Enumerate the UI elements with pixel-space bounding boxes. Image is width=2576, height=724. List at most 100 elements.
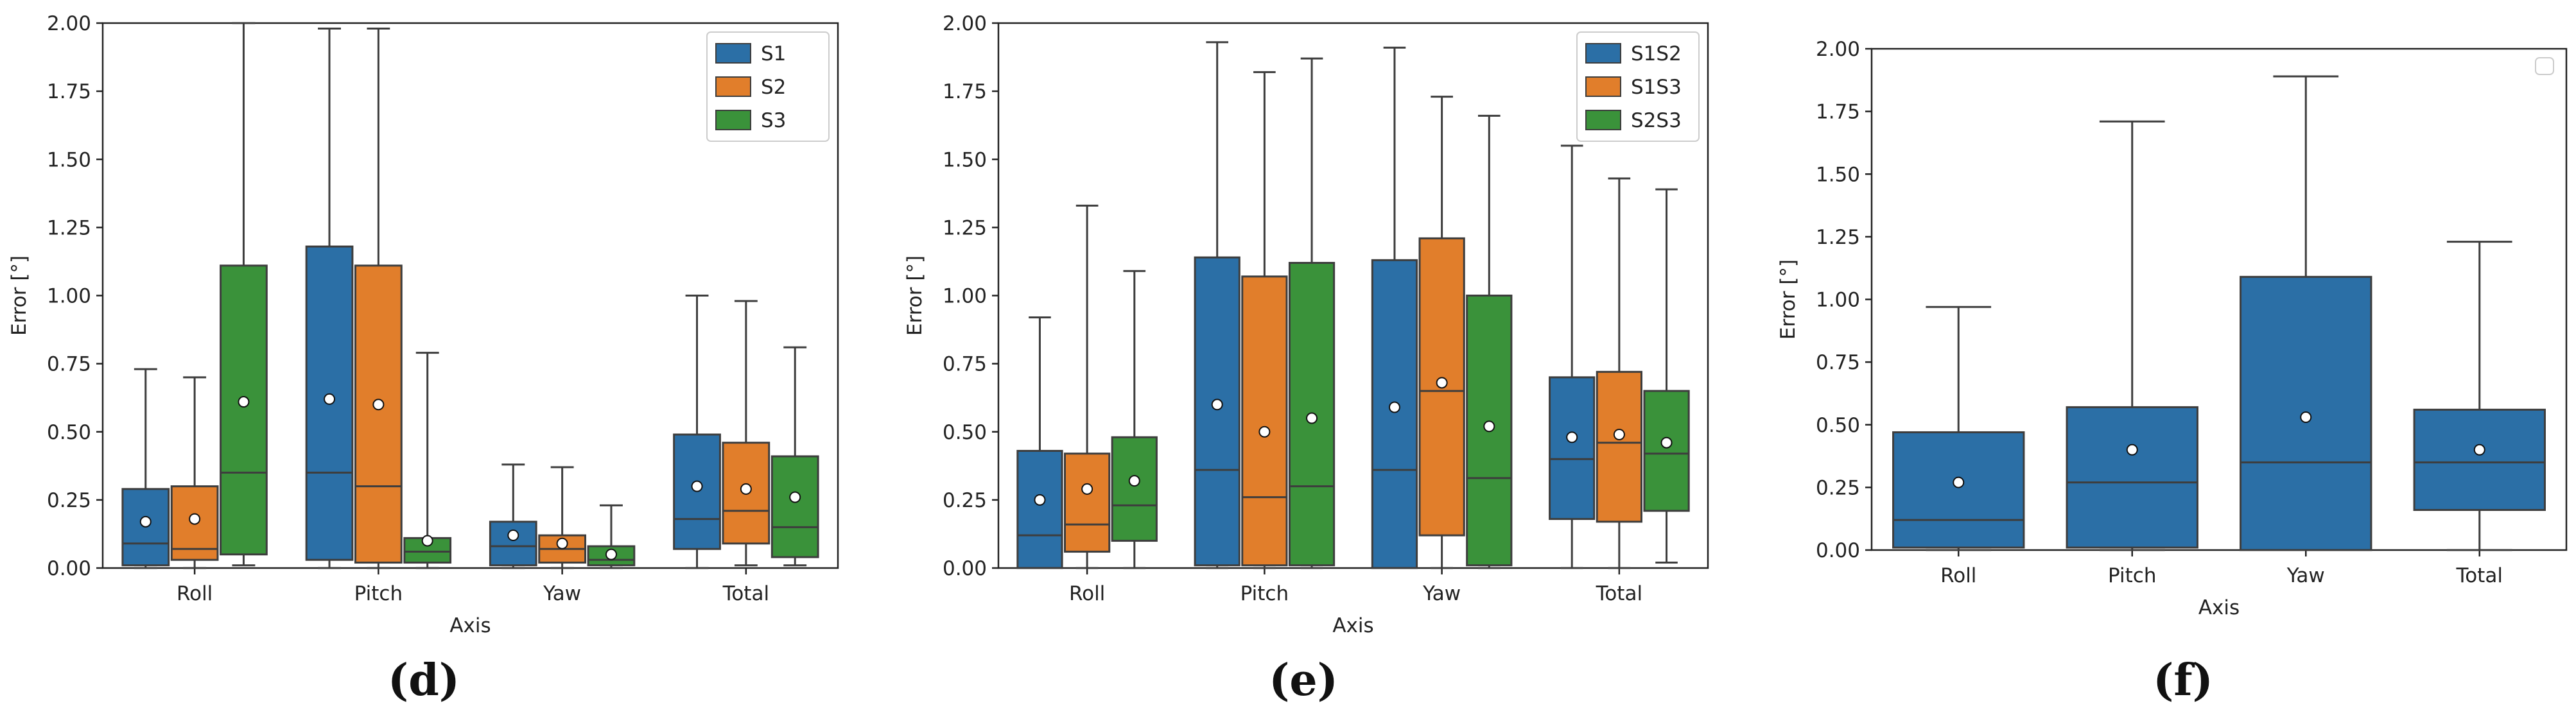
x-tick-label: Total [722,582,769,605]
legend-swatch [715,110,751,130]
y-tick-label: 0.00 [1816,539,1860,562]
legend-swatch [1585,110,1621,130]
mean-marker [238,396,250,408]
y-tick-label: 1.75 [1816,101,1860,124]
y-tick-label: 0.50 [943,421,987,444]
boxplot-e: 0.00 0.25 0.50 0.75 1.00 1.25 1.50 1.75 2.00 Roll… [903,12,1709,637]
box-iqr [489,521,537,567]
box-iqr [1241,275,1288,567]
y-tick-label: 1.75 [47,80,91,103]
x-tick-label: Pitch [2108,564,2156,587]
mean-marker [605,548,617,560]
y-tick-label: 1.50 [1816,163,1860,186]
y-tick-label: 1.25 [1816,226,1860,249]
y-tick-label: 1.25 [943,216,987,239]
box-iqr [2413,408,2546,512]
y-tick-label: 1.00 [1816,289,1860,312]
box-iqr [1064,452,1111,553]
legend-swatch [1585,76,1621,97]
caption-d: (d) [388,655,460,706]
y-tick-label: 1.25 [47,216,91,239]
legend-box [2535,57,2554,75]
box-iqr [1016,449,1063,569]
x-tick-label: Pitch [1240,582,1289,605]
x-tick-label: Total [1596,582,1642,605]
legend-swatch [715,76,751,97]
y-tick-label: 0.25 [1816,476,1860,499]
y-tick-label: 1.50 [47,148,91,171]
x-tick-label: Total [2456,564,2503,587]
box-iqr [1194,256,1240,567]
legend-label: S1S3 [1631,76,1682,99]
mean-marker [2300,411,2312,424]
y-tick-label: 0.25 [47,489,91,512]
x-tick-label: Yaw [543,582,581,605]
mean-marker [691,480,703,492]
caption-f: (f) [2153,655,2213,706]
x-axis-label: Axis [1332,614,1373,637]
y-tick-label: 0.75 [943,353,987,376]
x-axis-label: Axis [2198,596,2240,619]
mean-marker [507,530,519,542]
legend-label: S3 [761,109,786,132]
legend-label: S2S3 [1631,109,1682,132]
y-tick-label: 0.50 [47,421,91,444]
mean-marker [1953,476,1965,488]
x-axis-label: Axis [449,614,491,637]
box-iqr [1111,436,1158,542]
y-tick-label: 0.00 [47,557,91,580]
mean-marker [1660,436,1673,449]
y-tick-label: 2.00 [47,12,91,35]
legend-label: S2 [761,76,786,99]
box-iqr [1371,259,1418,569]
y-tick-label: 0.25 [943,489,987,512]
mean-marker [324,393,336,405]
y-axis-label: Error [°] [903,255,927,336]
y-tick-label: 0.50 [1816,414,1860,437]
x-tick-label: Yaw [1422,582,1461,605]
mean-marker [1128,475,1140,487]
x-tick-label: Roll [177,582,213,605]
mean-marker [189,513,201,525]
y-tick-label: 2.00 [943,12,987,35]
x-tick-label: Pitch [354,582,403,605]
mean-marker [789,491,801,503]
box-iqr [220,264,268,556]
y-tick-label: 0.00 [943,557,987,580]
box-iqr [1596,370,1642,523]
mean-marker [1034,494,1046,506]
box-iqr [1643,390,1690,512]
mean-marker [1211,399,1223,411]
legend-label: S1S2 [1631,42,1682,65]
mean-marker [1258,426,1271,438]
mean-marker [421,535,433,547]
legend-label: S1 [761,42,786,65]
mean-marker [2473,444,2485,456]
box-iqr [1549,376,1596,521]
caption-e: (e) [1269,655,1338,706]
mean-marker [1613,428,1625,440]
mean-marker [740,483,752,495]
y-tick-label: 0.75 [1816,351,1860,374]
mean-marker [1388,401,1400,413]
x-tick-label: Roll [1069,582,1105,605]
mean-marker [372,399,385,411]
mean-marker [1483,420,1495,433]
y-tick-label: 2.00 [1816,38,1860,61]
boxplot-d: 0.00 0.25 0.50 0.75 1.00 1.25 1.50 1.75 2.00 Roll… [8,12,839,637]
box-iqr [2066,406,2198,549]
x-tick-label: Roll [1940,564,1976,587]
mean-marker [139,515,152,528]
mean-marker [1436,377,1448,389]
mean-marker [1306,412,1318,424]
y-tick-label: 1.75 [943,80,987,103]
legend-swatch [1585,43,1621,64]
y-axis-label: Error [°] [1777,259,1800,340]
box-iqr [170,485,219,561]
mean-marker [1566,431,1578,444]
boxplot-f: 0.00 0.25 0.50 0.75 1.00 1.25 1.50 1.75 2.00 Roll… [1777,38,2568,619]
box-iqr [1288,262,1336,567]
x-tick-label: Yaw [2286,564,2325,587]
mean-marker [2126,444,2138,456]
